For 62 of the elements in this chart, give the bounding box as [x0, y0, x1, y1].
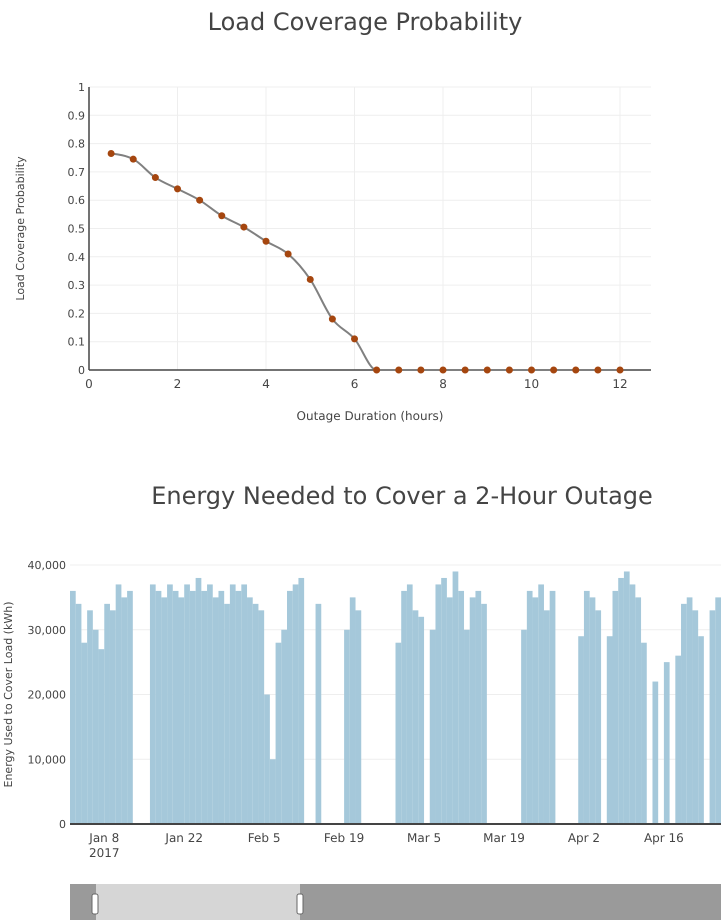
- point: [440, 366, 447, 374]
- point: [373, 366, 380, 374]
- point: [174, 185, 182, 192]
- bar: [316, 604, 322, 824]
- y-tick-label: 0: [59, 818, 66, 831]
- y-axis-title: Energy Used to Cover Load (kWh): [2, 602, 15, 788]
- y-tick-label: 1: [78, 81, 85, 94]
- x-tick-label: 2: [174, 377, 182, 391]
- point: [240, 224, 248, 231]
- point: [484, 366, 491, 374]
- point: [152, 174, 159, 182]
- point: [528, 366, 536, 374]
- point: [130, 156, 137, 163]
- point: [351, 335, 358, 342]
- y-tick-label: 0.8: [68, 138, 85, 151]
- point: [572, 366, 580, 374]
- y-tick-label: 40,000: [28, 559, 66, 572]
- x-tick-label: 6: [350, 377, 358, 391]
- y-tick-label: 30,000: [28, 624, 66, 637]
- point: [306, 276, 314, 283]
- bar: [664, 662, 670, 824]
- y-tick-label: 10,000: [28, 753, 66, 766]
- x-tick-label: Feb 5: [248, 831, 281, 845]
- x-tick-label: Mar 5: [407, 831, 442, 845]
- y-axis-title: Load Coverage Probability: [14, 156, 27, 301]
- point: [395, 366, 402, 374]
- point: [284, 250, 292, 258]
- chart-title: Energy Needed to Cover a 2-Hour Outage: [151, 482, 653, 510]
- x-axis-title: Outage Duration (hours): [296, 409, 444, 423]
- point: [506, 366, 513, 374]
- chart-title: Load Coverage Probability: [208, 8, 522, 36]
- y-tick-label: 0: [78, 364, 85, 377]
- y-tick-label: 0.4: [68, 250, 85, 264]
- x-tick-label: 12: [612, 377, 628, 391]
- point: [328, 316, 336, 323]
- y-tick-label: 0.7: [68, 166, 85, 179]
- y-tick-label: 0.1: [68, 336, 85, 349]
- x-tick-label: Jan 22: [164, 831, 204, 845]
- y-tick-label: 0.6: [68, 194, 85, 208]
- x-tick-label: Apr 16: [644, 831, 684, 845]
- point: [550, 366, 558, 374]
- x-tick-label: Feb 19: [324, 831, 364, 845]
- y-tick-label: 0.9: [68, 109, 85, 122]
- y-tick-label: 0.5: [68, 222, 85, 236]
- point: [108, 150, 115, 158]
- x-tick-label: Mar 19: [483, 831, 525, 845]
- point: [196, 196, 204, 204]
- y-tick-label: 0.2: [68, 307, 85, 320]
- point: [616, 366, 624, 374]
- point: [594, 366, 602, 374]
- y-tick-label: 0.3: [68, 279, 85, 292]
- y-tick-label: 20,000: [28, 688, 66, 702]
- point: [218, 212, 226, 220]
- point: [262, 238, 270, 245]
- point: [417, 366, 424, 374]
- x-tick-label: 10: [524, 377, 540, 391]
- point: [462, 366, 469, 374]
- x-tick-label: Jan 8 2017: [88, 831, 120, 860]
- x-tick-label: 4: [262, 377, 270, 391]
- bar: [652, 682, 658, 824]
- x-tick-label: 8: [439, 377, 447, 391]
- x-tick-label: Apr 2: [568, 831, 600, 845]
